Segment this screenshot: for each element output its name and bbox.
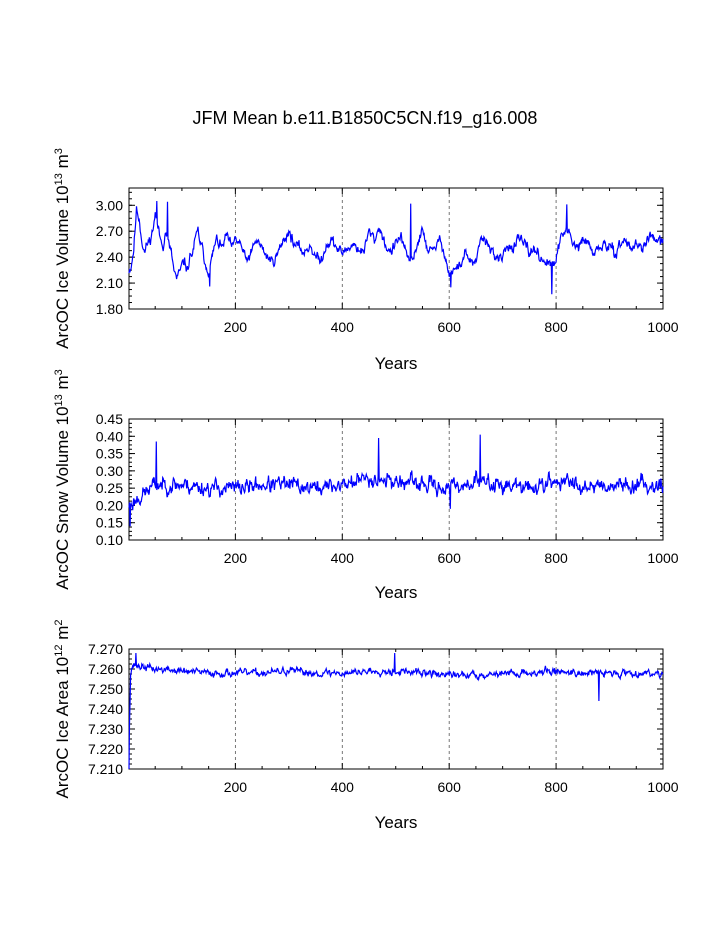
- x-tick-label: 400: [331, 319, 355, 335]
- y-axis-label: ArcOC Ice Volume 1013 m3: [53, 148, 72, 349]
- x-ticks: 200 400 600 800 1000: [154, 188, 679, 335]
- panel-ice-area: 200 400 600 800 1000 7.2107.2207.2307.2407.2…: [53, 620, 679, 833]
- y-tick-label: 0.40: [96, 428, 123, 444]
- y-axis-label: ArcOC Ice Area 1012 m2: [53, 620, 72, 799]
- y-ticks: 1.80 2.10 2.40 2.70 3.00: [96, 191, 663, 317]
- x-tick-label: 1000: [647, 550, 678, 566]
- panel-snow-volume: 200 400 600 800 1000 0.100.15 0.200.250.300.3…: [53, 369, 679, 602]
- figure-title: JFM Mean b.e11.B1850C5CN.f19_g16.008: [193, 108, 538, 129]
- x-axis-label: Years: [375, 813, 418, 832]
- y-tick-label: 2.10: [96, 275, 123, 291]
- y-tick-label: 2.40: [96, 249, 123, 265]
- y-ticks: 7.210 7.220 7.230 7.240 7.250 7.260 7.270: [88, 641, 663, 777]
- y-tick-label: 0.30: [96, 463, 123, 479]
- x-tick-label: 400: [331, 779, 355, 795]
- grid-lines: [234, 188, 557, 309]
- y-tick-label: 7.220: [88, 741, 123, 757]
- y-tick-label: 7.230: [88, 721, 123, 737]
- panel-ice-volume: 200 400 600 800 1000 1.80 2.10 2.40 2.70 3.00 Ye…: [53, 148, 679, 373]
- y-tick-label: 1.80: [96, 301, 123, 317]
- ice-volume-series: [128, 200, 664, 295]
- grid-lines: [234, 419, 557, 540]
- y-tick-label: 7.260: [88, 661, 123, 677]
- x-tick-label: 200: [224, 550, 248, 566]
- x-tick-label: 400: [331, 550, 355, 566]
- y-tick-label: 0.10: [96, 532, 123, 548]
- x-axis-label: Years: [375, 354, 418, 373]
- y-tick-label: 3.00: [96, 197, 123, 213]
- grid-lines: [234, 649, 557, 769]
- y-tick-label: 0.25: [96, 480, 123, 496]
- y-tick-label: 2.70: [96, 223, 123, 239]
- ice-area-series: [128, 652, 664, 770]
- y-tick-label: 0.45: [96, 411, 123, 427]
- y-tick-label: 7.250: [88, 681, 123, 697]
- plot-frame: [128, 648, 664, 770]
- x-tick-label: 200: [224, 779, 248, 795]
- x-ticks: 200 400 600 800 1000: [154, 419, 679, 566]
- y-tick-label: 0.35: [96, 446, 123, 462]
- x-tick-label: 800: [544, 550, 568, 566]
- x-tick-label: 800: [544, 779, 568, 795]
- x-tick-label: 600: [438, 779, 462, 795]
- x-axis-label: Years: [375, 583, 418, 602]
- y-tick-label: 7.210: [88, 761, 123, 777]
- x-tick-label: 1000: [647, 779, 678, 795]
- x-tick-label: 600: [438, 319, 462, 335]
- x-ticks: 200 400 600 800 1000: [154, 649, 679, 795]
- y-ticks: 0.100.15 0.200.250.300.35 0.400.45: [96, 411, 663, 548]
- plot-frame: [128, 187, 664, 310]
- x-tick-label: 200: [224, 319, 248, 335]
- y-tick-label: 7.270: [88, 641, 123, 657]
- y-tick-label: 0.20: [96, 497, 123, 513]
- x-tick-label: 1000: [647, 319, 678, 335]
- y-axis-label: ArcOC Snow Volume 1013 m3: [53, 369, 72, 590]
- y-tick-label: 0.15: [96, 515, 123, 531]
- x-tick-label: 600: [438, 550, 462, 566]
- x-tick-label: 800: [544, 319, 568, 335]
- y-tick-label: 7.240: [88, 701, 123, 717]
- snow-volume-series: [128, 434, 664, 527]
